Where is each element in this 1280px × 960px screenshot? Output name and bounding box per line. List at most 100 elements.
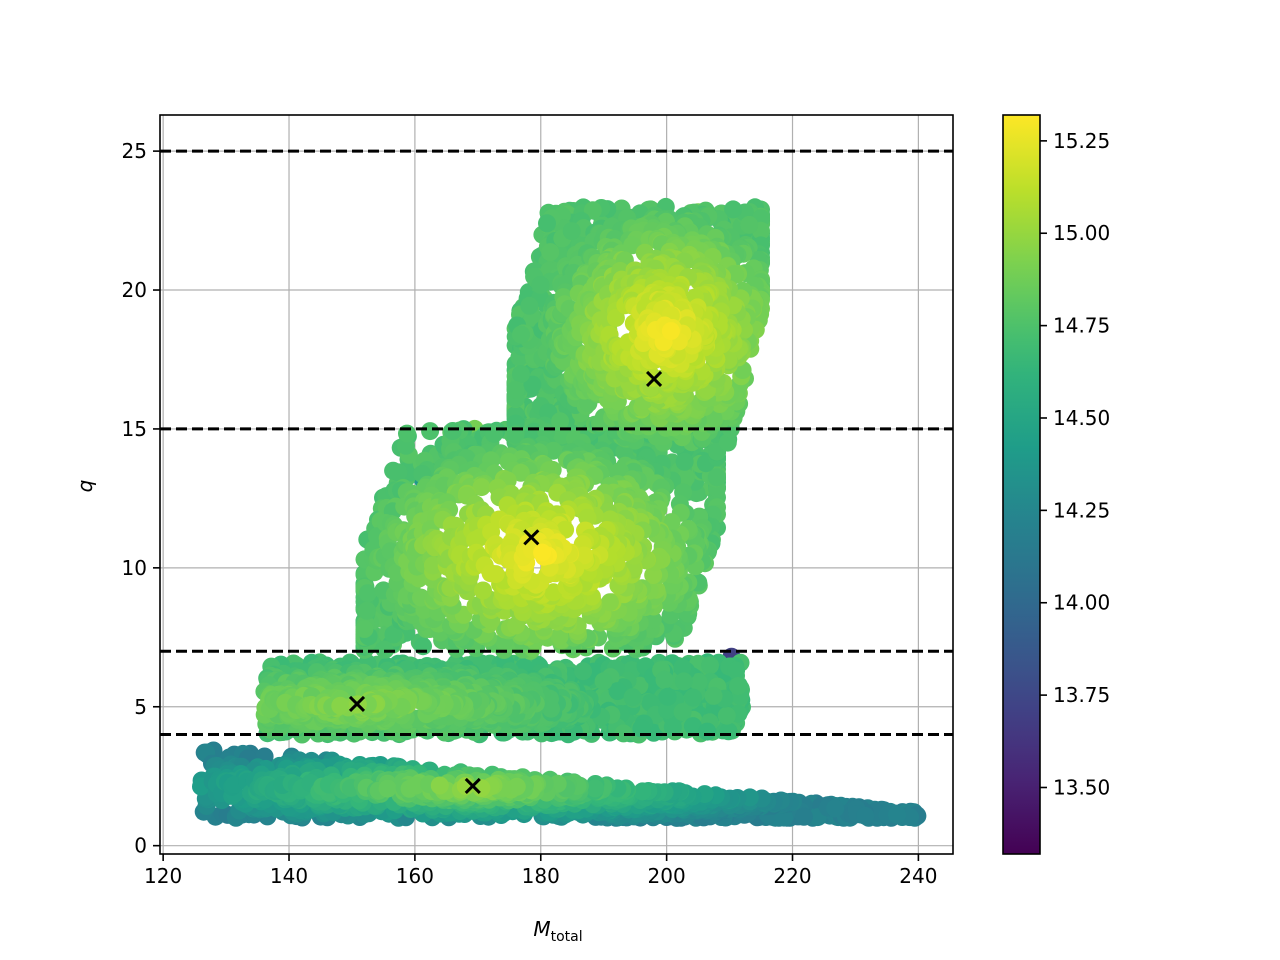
scatter-point <box>614 724 633 743</box>
colorbar-frame <box>1002 114 1041 855</box>
scatter-point <box>727 661 746 680</box>
scatter-point <box>430 776 449 795</box>
scatter-point <box>574 662 593 681</box>
scatter-point <box>689 673 708 691</box>
scatter-point <box>673 703 692 721</box>
colorbar: 13.50 13.75 14.00 14.25 14.50 14.75 15.00 15.25 <box>1002 114 1110 855</box>
scatter-point <box>888 805 906 824</box>
colorbar-tick-label: 14.75 <box>1053 314 1110 338</box>
scatter-point <box>729 677 748 695</box>
scatter-point <box>724 200 743 219</box>
scatter-point <box>538 214 556 233</box>
cluster-center-marker <box>645 370 663 387</box>
scatter-point <box>398 424 416 443</box>
plot-frame <box>159 114 954 855</box>
scatter-point <box>331 696 350 715</box>
scatter-point <box>658 701 677 720</box>
scatter-point <box>389 463 408 482</box>
scatter-point <box>551 412 570 431</box>
colorbar-tick-label: 13.50 <box>1053 775 1110 799</box>
marker-stroke <box>348 695 366 713</box>
scatter-point <box>511 463 530 482</box>
scatter-point <box>655 670 674 689</box>
x-tick-label: 120 <box>144 864 182 888</box>
scatter-point <box>704 686 723 705</box>
scatter-point <box>719 722 738 741</box>
colorbar-tick-label: 14.50 <box>1053 406 1110 430</box>
scatter-point <box>512 365 530 383</box>
scatter-points <box>192 197 927 827</box>
x-axis: 120 140 160 180 200 220 240 <box>144 854 937 888</box>
scatter-point <box>486 565 505 584</box>
scatter-point <box>675 452 694 471</box>
scatter-point <box>658 687 677 706</box>
y-axis: 0 5 10 15 20 25 <box>122 139 160 858</box>
colorbar-tick-label: 13.75 <box>1053 683 1110 707</box>
cluster-center-marker <box>523 529 540 546</box>
marker-stroke <box>523 529 540 546</box>
scatter-point <box>531 275 550 294</box>
scatter-point <box>520 296 539 315</box>
scatter-point <box>472 478 491 497</box>
scatter-point <box>523 375 542 394</box>
scatter-point <box>701 656 719 675</box>
scatter-point <box>506 381 525 399</box>
scatter-point <box>683 717 702 736</box>
x-tick-label: 220 <box>773 864 811 888</box>
scatter-point <box>357 601 376 620</box>
x-tick-label: 240 <box>899 864 937 888</box>
scatter-point <box>406 776 425 795</box>
colorbar-tick-label: 15.00 <box>1053 221 1110 245</box>
scatter-point <box>384 625 403 644</box>
scatter-point <box>674 672 693 691</box>
scatter-point <box>632 719 651 738</box>
colorbar-tick-label: 14.25 <box>1053 498 1110 522</box>
scatter-point <box>676 468 695 487</box>
cluster-markers <box>348 370 663 794</box>
x-axis-label: Mtotal <box>533 917 582 945</box>
threshold-lines <box>160 149 953 737</box>
plot-area: 120 140 160 180 200 220 240 0 5 10 15 20 25 <box>122 114 954 888</box>
y-tick-label: 10 <box>122 556 147 580</box>
y-tick-label: 5 <box>134 695 147 719</box>
colorbar-gradient <box>1003 115 1040 854</box>
x-tick-label: 180 <box>522 864 560 888</box>
scatter-point <box>474 581 492 600</box>
scatter-point <box>661 322 680 341</box>
marker-stroke <box>645 370 663 387</box>
scatter-point <box>443 422 462 440</box>
scatter-point <box>856 806 875 825</box>
scatter-point <box>541 243 560 262</box>
scatter-point <box>358 584 377 603</box>
scatter-point <box>717 706 736 725</box>
scatter-point <box>740 215 759 234</box>
y-tick-label: 20 <box>122 278 147 302</box>
x-tick-label: 140 <box>270 864 308 888</box>
scatter-point <box>600 593 619 612</box>
scatter-point <box>708 468 726 487</box>
scatter-point <box>586 779 605 798</box>
y-axis-label: q <box>73 480 97 493</box>
scatter-point <box>544 441 563 460</box>
scatter-point <box>355 620 374 638</box>
colorbar-tick-label: 14.00 <box>1053 591 1110 615</box>
x-tick-label: 200 <box>648 864 686 888</box>
scatter-point <box>606 308 625 327</box>
scatter-point <box>698 722 717 741</box>
scatter-point <box>673 658 692 677</box>
x-tick-label: 160 <box>396 864 434 888</box>
scatter-point <box>794 807 813 826</box>
scatter-point <box>507 777 526 796</box>
scatter-point <box>375 640 394 659</box>
cluster-center-marker <box>464 777 481 794</box>
scatter-point <box>718 433 737 452</box>
scatter-point <box>512 325 530 344</box>
colorbar-tick-label: 15.25 <box>1053 129 1110 153</box>
scatter-point <box>421 422 440 441</box>
scatter-point <box>684 688 703 707</box>
scatter-point <box>594 672 613 691</box>
y-tick-label: 15 <box>122 417 147 441</box>
scatter-point <box>633 782 652 801</box>
scatter-point <box>583 201 602 220</box>
scatter-point <box>826 799 845 818</box>
